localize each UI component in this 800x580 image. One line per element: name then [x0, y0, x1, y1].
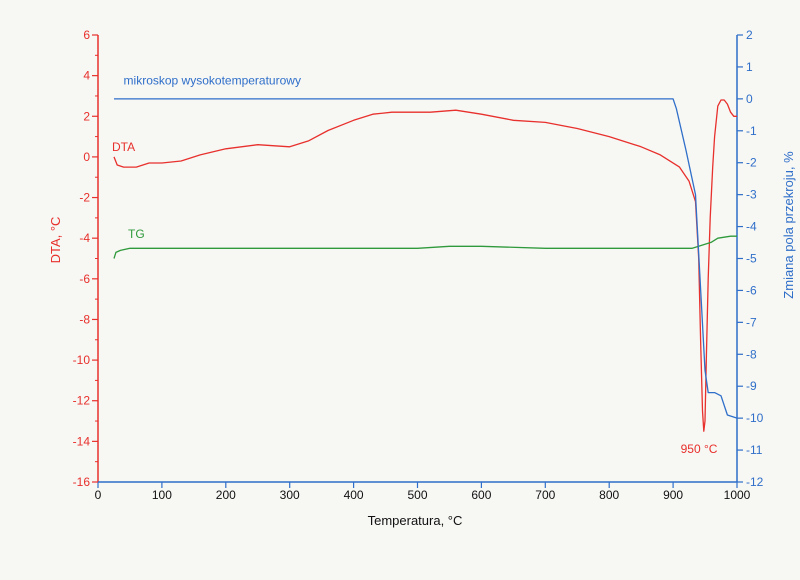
- x-tick-label: 300: [280, 488, 300, 502]
- y-left-tick-label: 4: [83, 69, 90, 83]
- y-left-tick-label: -2: [79, 191, 90, 205]
- y-right-tick-label: -5: [746, 252, 757, 266]
- y-left-tick-label: -12: [73, 394, 91, 408]
- y-left-tick-label: -4: [79, 231, 90, 245]
- y-left-axis-title: DTA, °C: [48, 217, 63, 264]
- y-right-tick-label: -11: [746, 443, 763, 457]
- y-right-tick-label: -3: [746, 188, 757, 202]
- y-right-axis-title: Zmiana pola przekroju, %: [781, 151, 796, 299]
- y-right-tick-label: -6: [746, 283, 757, 297]
- x-tick-label: 200: [216, 488, 236, 502]
- y-right-tick-label: 2: [746, 28, 753, 42]
- x-tick-label: 900: [663, 488, 683, 502]
- series-line-mikroskop-wysokotemperaturowy: [114, 98, 738, 419]
- y-left-tick-label: -10: [73, 353, 91, 367]
- y-right-tick-label: -4: [746, 220, 757, 234]
- x-tick-label: 700: [535, 488, 555, 502]
- labels-layer: Temperatura, °C DTA, °C Zmiana pola prze…: [48, 151, 796, 528]
- y-right-tick-label: 1: [746, 60, 753, 74]
- x-tick-label: 400: [344, 488, 364, 502]
- x-tick-label: 100: [152, 488, 172, 502]
- y-left-tick-label: -6: [79, 272, 90, 286]
- x-tick-label: 500: [407, 488, 427, 502]
- y-left-tick-label: -8: [79, 312, 90, 326]
- x-tick-label: 1000: [724, 488, 751, 502]
- axes-layer: 0 100 200 300 400 500 600 700 800 900 1000 6 4 2 0 -2 -4…: [73, 28, 764, 502]
- x-tick-label: 600: [471, 488, 491, 502]
- y-right-tick-label: -10: [746, 411, 764, 425]
- series-label-mikroskop-wysokotemperaturowy: mikroskop wysokotemperaturowy: [124, 73, 301, 87]
- series-label-dta: DTA: [112, 140, 135, 154]
- y-right-tick-label: 0: [746, 92, 753, 106]
- y-left-tick-label: -16: [73, 475, 91, 489]
- series-line-dta: [113, 99, 737, 432]
- y-right-tick-label: -7: [746, 315, 757, 329]
- y-right-tick-label: -12: [746, 475, 764, 489]
- annotation-label: 950 °C: [681, 442, 718, 456]
- x-tick-label: 800: [599, 488, 619, 502]
- y-left-tick-label: 6: [83, 28, 90, 42]
- series-label-tg: TG: [128, 227, 145, 241]
- y-left-tick-label: 0: [83, 150, 90, 164]
- y-right-tick-label: -2: [746, 156, 757, 170]
- x-tick-label: 0: [95, 488, 102, 502]
- x-axis-title: Temperatura, °C: [368, 513, 463, 528]
- y-right-tick-label: -9: [746, 379, 757, 393]
- y-left-tick-label: 2: [83, 109, 90, 123]
- series-line-tg: [113, 235, 737, 259]
- y-right-tick-label: -1: [746, 124, 757, 138]
- y-left-tick-label: -14: [73, 434, 91, 448]
- y-right-tick-label: -8: [746, 347, 757, 361]
- series-layer: DTA TG mikroskop wysokotemperaturowy 950 °C: [112, 73, 738, 456]
